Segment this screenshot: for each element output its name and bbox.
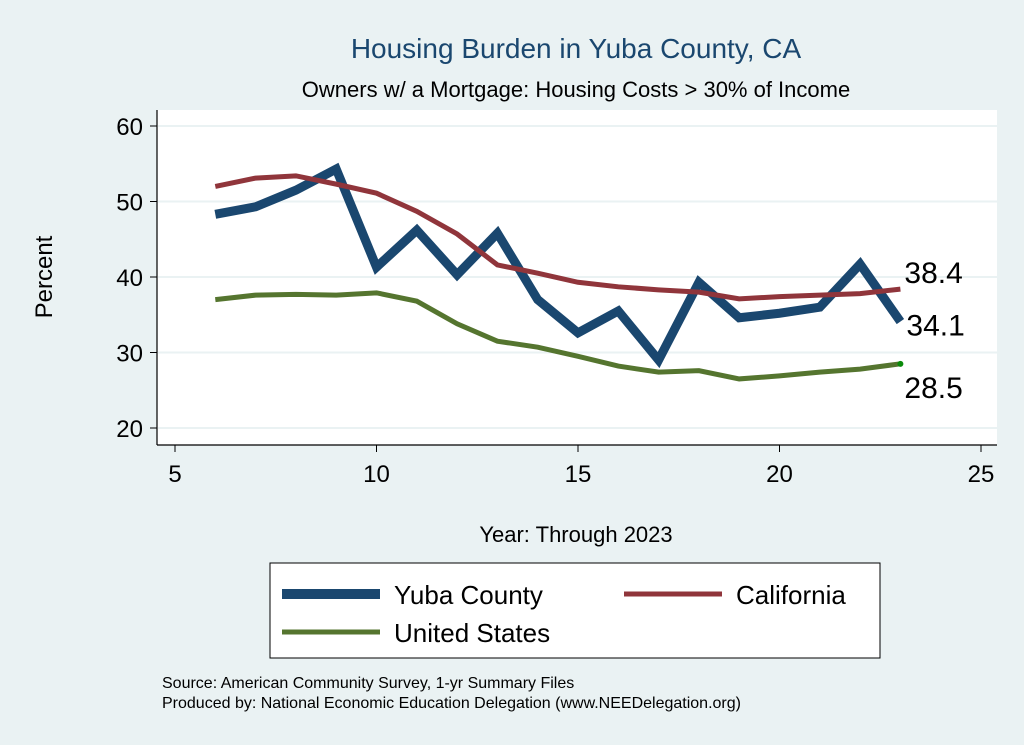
x-tick-label: 15 <box>565 461 592 488</box>
source-note: Source: American Community Survey, 1-yr … <box>162 675 574 692</box>
x-tick-label: 5 <box>168 461 181 488</box>
end-label: 38.4 <box>904 257 962 290</box>
x-tick-label: 25 <box>968 461 995 488</box>
y-tick-label: 20 <box>116 416 143 443</box>
end-label: 34.1 <box>906 310 964 343</box>
x-tick-label: 10 <box>363 461 390 488</box>
y-tick-label: 50 <box>116 190 143 217</box>
end-label: 28.5 <box>904 372 962 405</box>
x-tick-label: 20 <box>766 461 793 488</box>
legend <box>269 562 881 659</box>
end-marker <box>897 360 904 367</box>
y-axis-label: Percent <box>31 235 58 318</box>
series-line-united-states <box>215 290 901 382</box>
y-tick-label: 40 <box>116 265 143 292</box>
chart-subtitle: Owners w/ a Mortgage: Housing Costs > 30… <box>302 77 850 102</box>
series-line-yuba-county <box>214 162 905 369</box>
x-axis-label: Year: Through 2023 <box>479 522 672 547</box>
y-tick-label: 60 <box>116 114 143 141</box>
legend-label-yuba: Yuba County <box>394 580 543 610</box>
producer-note: Produced by: National Economic Education… <box>162 695 741 712</box>
legend-label-california: California <box>736 580 846 610</box>
legend-label-us: United States <box>394 618 550 648</box>
chart-title: Housing Burden in Yuba County, CA <box>351 33 802 64</box>
series-line-california <box>214 173 901 302</box>
y-tick-label: 30 <box>116 341 143 368</box>
